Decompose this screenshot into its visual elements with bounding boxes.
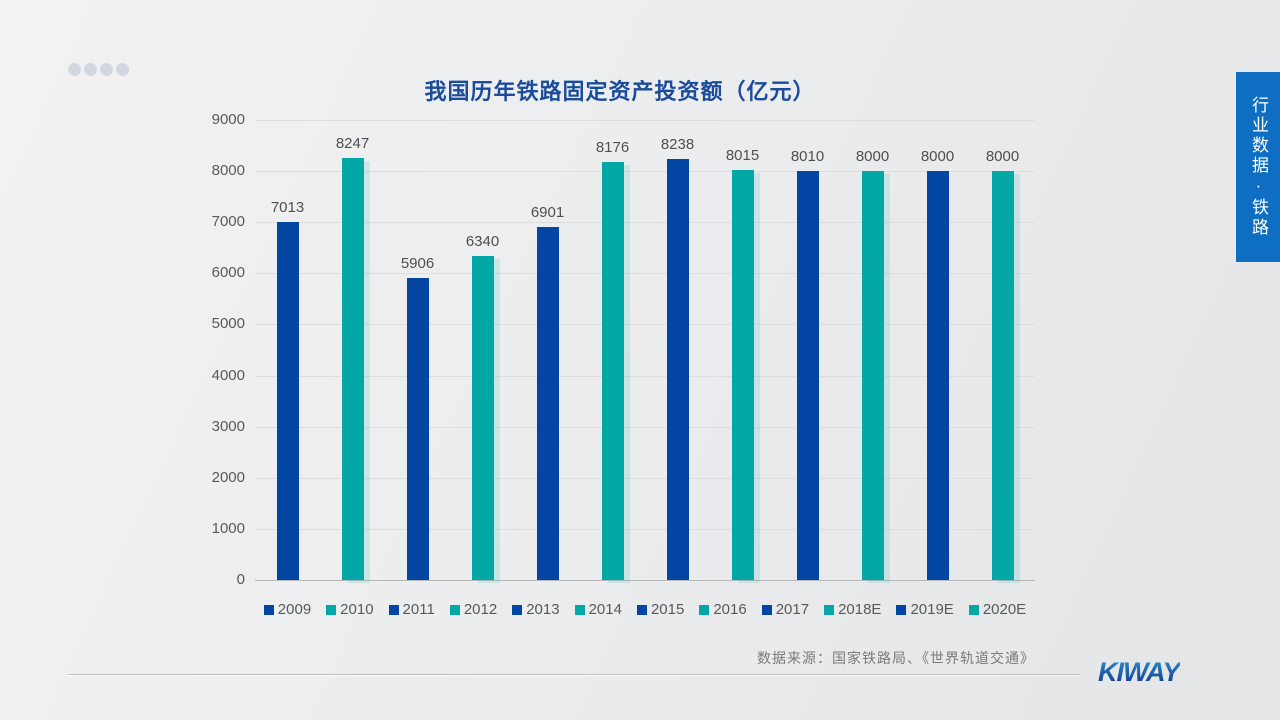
y-axis-tick-label: 4000: [211, 367, 245, 384]
kiway-logo: KIWAY: [1098, 657, 1180, 687]
legend-marker-icon: [449, 604, 460, 615]
legend-label: 2016: [713, 601, 747, 618]
legend-item-2009: 2009: [263, 601, 312, 618]
gridline: [255, 529, 1035, 530]
legend-label: 2009: [277, 601, 312, 618]
bar-2011: [407, 278, 429, 580]
legend-marker-icon: [699, 604, 710, 615]
bar-value-label: 8010: [790, 148, 825, 165]
legend-label: 2018E: [838, 601, 882, 618]
legend-marker-icon: [636, 604, 647, 615]
legend-item-2018E: 2018E: [824, 601, 881, 618]
legend-label: 2014: [588, 601, 622, 618]
legend-marker-icon: [512, 604, 523, 615]
bar-2012: [472, 256, 494, 580]
bar-2014: [602, 162, 624, 580]
bar-value-label: 8000: [985, 148, 1020, 165]
legend-item-2013: 2013: [512, 601, 560, 618]
y-axis-tick-label: 6000: [211, 264, 245, 281]
y-axis-tick-label: 8000: [211, 162, 245, 179]
bar-value-label: 8015: [725, 147, 760, 164]
legend-item-2017: 2017: [761, 601, 810, 618]
bar-value-label: 6340: [465, 233, 500, 250]
legend-item-2012: 2012: [449, 601, 498, 618]
legend-label: 2012: [463, 601, 498, 618]
legend-item-2019E: 2019E: [896, 601, 954, 618]
bar-2016: [732, 170, 754, 580]
legend-marker-icon: [968, 604, 979, 615]
bar-value-label: 7013: [270, 199, 305, 216]
y-axis-tick-label: 3000: [211, 418, 245, 435]
legend-marker-icon: [574, 604, 585, 615]
legend-item-2014: 2014: [574, 601, 622, 618]
legend-marker-icon: [761, 604, 772, 615]
gridline: [255, 273, 1035, 274]
gridline: [255, 580, 1035, 581]
gridline: [255, 222, 1035, 223]
bar-2013: [537, 227, 559, 580]
dot-icon: [116, 63, 129, 76]
dot-icon: [100, 63, 113, 76]
gridline: [255, 324, 1035, 325]
y-axis-tick-label: 5000: [211, 315, 245, 332]
bar-2010: [342, 158, 364, 580]
gridline: [255, 120, 1035, 121]
decor-dots: [68, 63, 129, 76]
dot-icon: [68, 63, 81, 76]
legend-item-2010: 2010: [326, 601, 374, 618]
bar-value-label: 8000: [855, 148, 890, 165]
gridline: [255, 478, 1035, 479]
legend-label: 2011: [402, 601, 435, 618]
y-axis-tick-label: 2000: [211, 469, 245, 486]
legend-label: 2017: [775, 601, 810, 618]
data-source-note: 数据来源：国家铁路局、《世界轨道交通》: [757, 650, 1035, 666]
legend-item-2020E: 2020E: [968, 601, 1027, 618]
dot-icon: [84, 63, 97, 76]
side-tab-label: 行业数据·铁路: [1249, 96, 1268, 238]
chart-title: 我国历年铁路固定资产投资额（亿元）: [424, 79, 816, 104]
legend-marker-icon: [263, 604, 274, 615]
gridline: [255, 376, 1035, 377]
bar-value-label: 8238: [660, 136, 695, 153]
bar-2017: [797, 171, 819, 580]
bar-value-label: 8000: [920, 148, 955, 165]
legend-marker-icon: [824, 604, 835, 615]
legend-item-2011: 2011: [388, 601, 435, 618]
y-axis-tick-label: 0: [236, 571, 245, 588]
legend-label: 2010: [340, 601, 374, 618]
side-tab-industry-data-railway: 行业数据·铁路: [1236, 72, 1280, 262]
y-axis-tick-label: 1000: [211, 520, 245, 537]
bar-value-label: 5906: [400, 255, 435, 272]
gridline: [255, 427, 1035, 428]
bar-2015: [667, 159, 689, 580]
bar-2018E: [862, 171, 884, 580]
legend-label: 2020E: [982, 601, 1027, 618]
bar-value-label: 6901: [530, 204, 565, 221]
legend-label: 2013: [526, 601, 560, 618]
bar-2019E: [927, 171, 949, 580]
bar-value-label: 8247: [335, 135, 370, 152]
chart-legend: 2009 2010 2011 2012 2013 2014 2015 2016 2017 2018…: [255, 601, 1035, 618]
bar-2020E: [992, 171, 1014, 580]
y-axis-tick-label: 7000: [211, 213, 245, 230]
footer-divider: [68, 674, 1080, 675]
legend-marker-icon: [388, 604, 399, 615]
legend-label: 2019E: [910, 601, 954, 618]
legend-item-2015: 2015: [636, 601, 685, 618]
y-axis-tick-label: 9000: [211, 111, 245, 128]
gridline: [255, 171, 1035, 172]
legend-marker-icon: [326, 604, 337, 615]
legend-item-2016: 2016: [699, 601, 747, 618]
legend-label: 2015: [650, 601, 685, 618]
bar-2009: [277, 222, 299, 580]
bar-value-label: 8176: [595, 139, 630, 156]
legend-marker-icon: [896, 604, 907, 615]
